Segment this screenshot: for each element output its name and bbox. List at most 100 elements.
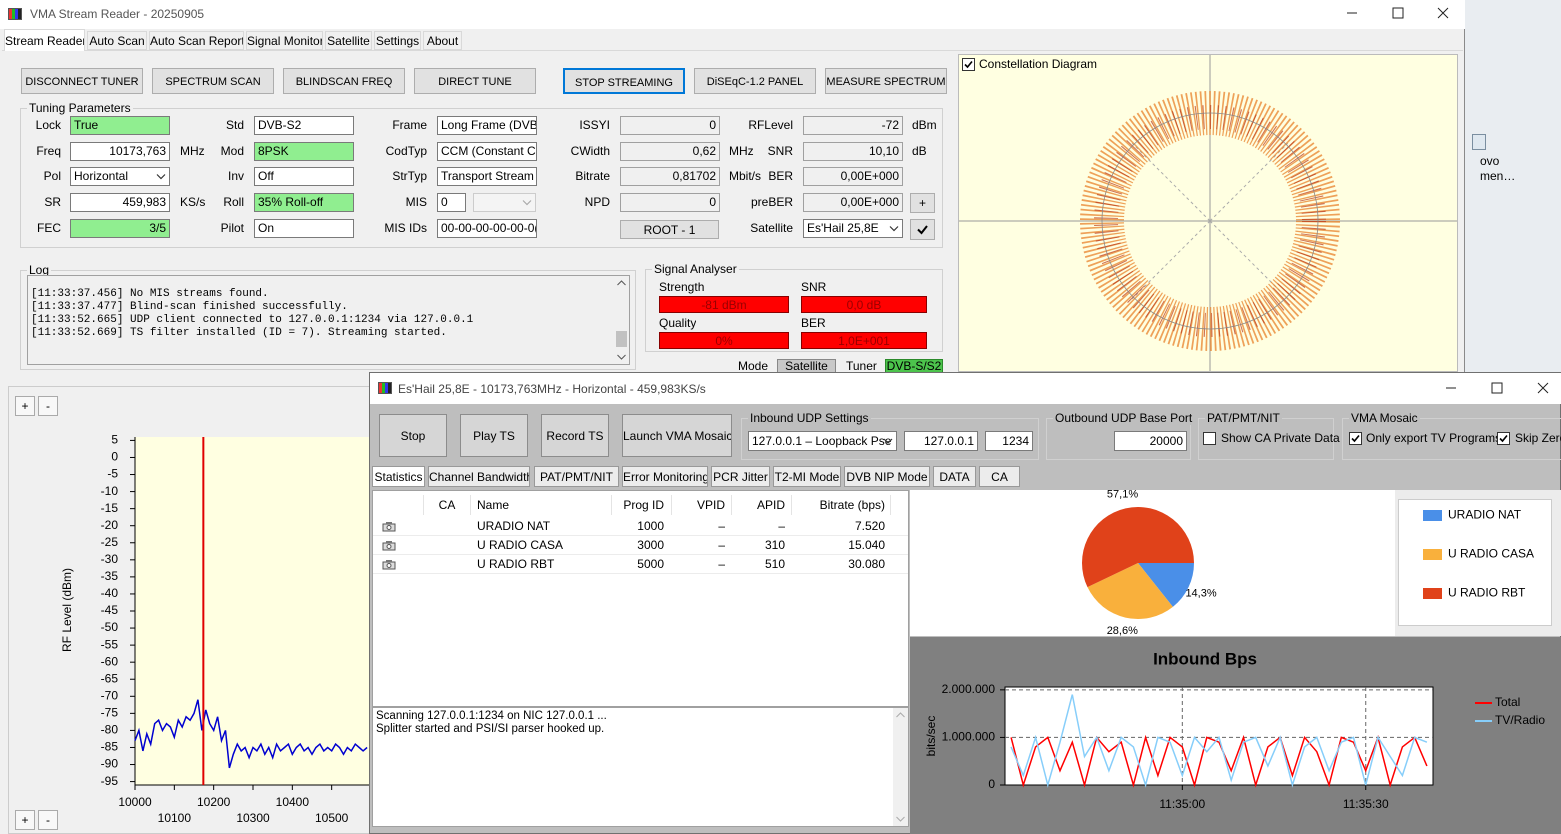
- field-label: Bitrate: [575, 169, 610, 183]
- text-field[interactable]: 0: [620, 116, 720, 135]
- table-cell: URADIO NAT: [477, 519, 551, 533]
- meter-label: SNR: [801, 280, 827, 294]
- mode-label: Mode: [737, 359, 768, 373]
- text-field[interactable]: DVB-S2: [254, 116, 354, 135]
- checkbox-label: Skip Zero: [1515, 431, 1561, 445]
- tab[interactable]: PCR Jitter: [711, 466, 770, 487]
- text-field[interactable]: 127.0.0.1: [904, 431, 978, 451]
- text-field[interactable]: CCM (Constant Codi: [437, 142, 537, 161]
- tab[interactable]: Statistics: [372, 466, 425, 487]
- field-label: FEC: [37, 221, 61, 235]
- log-line: [11:33:52.665] UDP client connected to 1…: [31, 314, 474, 326]
- text-field[interactable]: 0: [620, 193, 720, 212]
- text-field[interactable]: On: [254, 219, 354, 238]
- button[interactable]: BLINDSCAN FREQ: [283, 68, 405, 94]
- tab[interactable]: T2-MI Mode: [773, 466, 841, 487]
- text-field[interactable]: 1234: [985, 431, 1033, 451]
- checkbox[interactable]: [1497, 432, 1510, 445]
- dropdown-arrow[interactable]: [880, 432, 896, 450]
- button[interactable]: Record TS: [541, 414, 609, 457]
- log-line: [11:33:37.456] No MIS streams found.: [31, 288, 269, 300]
- tab[interactable]: Auto Scan Report: [149, 31, 244, 50]
- dropdown[interactable]: [473, 193, 536, 212]
- dropdown[interactable]: Horizontal: [70, 167, 170, 186]
- text-field[interactable]: Transport Stream: [437, 167, 537, 186]
- tab[interactable]: Settings: [374, 31, 421, 50]
- tab[interactable]: DVB NIP Mode: [844, 466, 930, 487]
- text-field[interactable]: Off: [254, 167, 354, 186]
- table-cell: 310: [764, 538, 785, 552]
- group-box: [645, 269, 943, 352]
- field-unit: MHz: [180, 144, 205, 158]
- dropdown[interactable]: Es'Hail 25,8E: [803, 219, 903, 238]
- text-field[interactable]: 8PSK: [254, 142, 354, 161]
- field-unit: dBm: [912, 118, 937, 132]
- text-field[interactable]: 10173,763: [70, 142, 170, 161]
- button[interactable]: Stop: [379, 414, 447, 457]
- checkbox-label: Show CA Private Data: [1221, 431, 1340, 445]
- zoom-button[interactable]: +: [15, 810, 35, 830]
- dropdown-arrow[interactable]: [886, 220, 902, 237]
- button[interactable]: Launch VMA Mosaic: [622, 414, 732, 457]
- text-field[interactable]: 0,00E+000: [803, 193, 903, 212]
- button[interactable]: STOP STREAMING: [563, 68, 685, 94]
- dropdown[interactable]: 127.0.0.1 – Loopback Pse: [748, 431, 897, 451]
- checkbox[interactable]: [1203, 432, 1216, 445]
- text-field[interactable]: 0,81702: [620, 167, 720, 186]
- zoom-button[interactable]: -: [38, 396, 58, 416]
- button[interactable]: Play TS: [460, 414, 528, 457]
- dropdown-arrow[interactable]: [153, 168, 169, 185]
- button[interactable]: +: [910, 193, 935, 213]
- tab[interactable]: Auto Scan: [87, 31, 147, 50]
- spectrum-panel: [8, 386, 370, 834]
- dropdown-arrow[interactable]: [519, 194, 535, 211]
- text-field[interactable]: True: [70, 116, 170, 135]
- text-field[interactable]: 10,10: [803, 142, 903, 161]
- text-field[interactable]: Long Frame (DVB-S: [437, 116, 537, 135]
- row-icon: [382, 540, 396, 551]
- row-divider: [373, 554, 908, 555]
- text-field[interactable]: 459,983: [70, 193, 170, 212]
- text-field[interactable]: 35% Roll-off: [254, 193, 354, 212]
- log-line: [11:33:37.477] Blind-scan finished succe…: [31, 301, 348, 313]
- text-field[interactable]: 00-00-00-00-00-0(: [437, 219, 537, 238]
- button[interactable]: MEASURE SPECTRUM: [825, 68, 947, 94]
- zoom-button[interactable]: +: [15, 396, 35, 416]
- button[interactable]: SPECTRUM SCAN: [152, 68, 274, 94]
- text-field[interactable]: -72: [803, 116, 903, 135]
- tab[interactable]: Satellite: [325, 31, 372, 50]
- field-unit: dB: [912, 144, 927, 158]
- text-field[interactable]: 3/5: [70, 219, 170, 238]
- checkbox[interactable]: [962, 58, 975, 71]
- button[interactable]: ROOT - 1: [620, 220, 719, 239]
- field-label: SNR: [767, 144, 793, 158]
- tab[interactable]: Error Monitoring: [622, 466, 708, 487]
- zoom-button[interactable]: -: [38, 810, 58, 830]
- text-field[interactable]: 20000: [1114, 431, 1187, 451]
- button[interactable]: [910, 219, 935, 240]
- meter-label: Quality: [659, 316, 697, 330]
- field-label: MIS IDs: [384, 221, 427, 235]
- tab[interactable]: DATA: [933, 466, 976, 487]
- text-field[interactable]: 0,00E+000: [803, 167, 903, 186]
- tab[interactable]: About: [423, 31, 462, 50]
- tab[interactable]: Signal Monitor: [246, 31, 323, 50]
- tab[interactable]: Channel Bandwidth: [428, 466, 530, 487]
- button[interactable]: DiSEqC-1.2 PANEL: [694, 68, 816, 94]
- button[interactable]: DISCONNECT TUNER: [21, 68, 143, 94]
- field-label: Pilot: [220, 221, 244, 235]
- tab[interactable]: PAT/PMT/NIT: [534, 466, 619, 487]
- text-field[interactable]: 0: [437, 193, 466, 212]
- field-unit: MHz: [729, 144, 754, 158]
- tab[interactable]: CA: [979, 466, 1020, 487]
- scrollbar: [893, 708, 908, 826]
- title-bar: [370, 373, 1561, 404]
- text-field[interactable]: 0,62: [620, 142, 720, 161]
- tab[interactable]: Stream Reader: [4, 29, 85, 51]
- column-header: APID: [756, 498, 785, 512]
- checkbox[interactable]: [1349, 432, 1362, 445]
- button[interactable]: DIRECT TUNE: [414, 68, 536, 94]
- meter-bar: 1,0E+001: [801, 332, 927, 349]
- table-cell: U RADIO CASA: [477, 538, 564, 552]
- field-label: MIS: [405, 195, 427, 209]
